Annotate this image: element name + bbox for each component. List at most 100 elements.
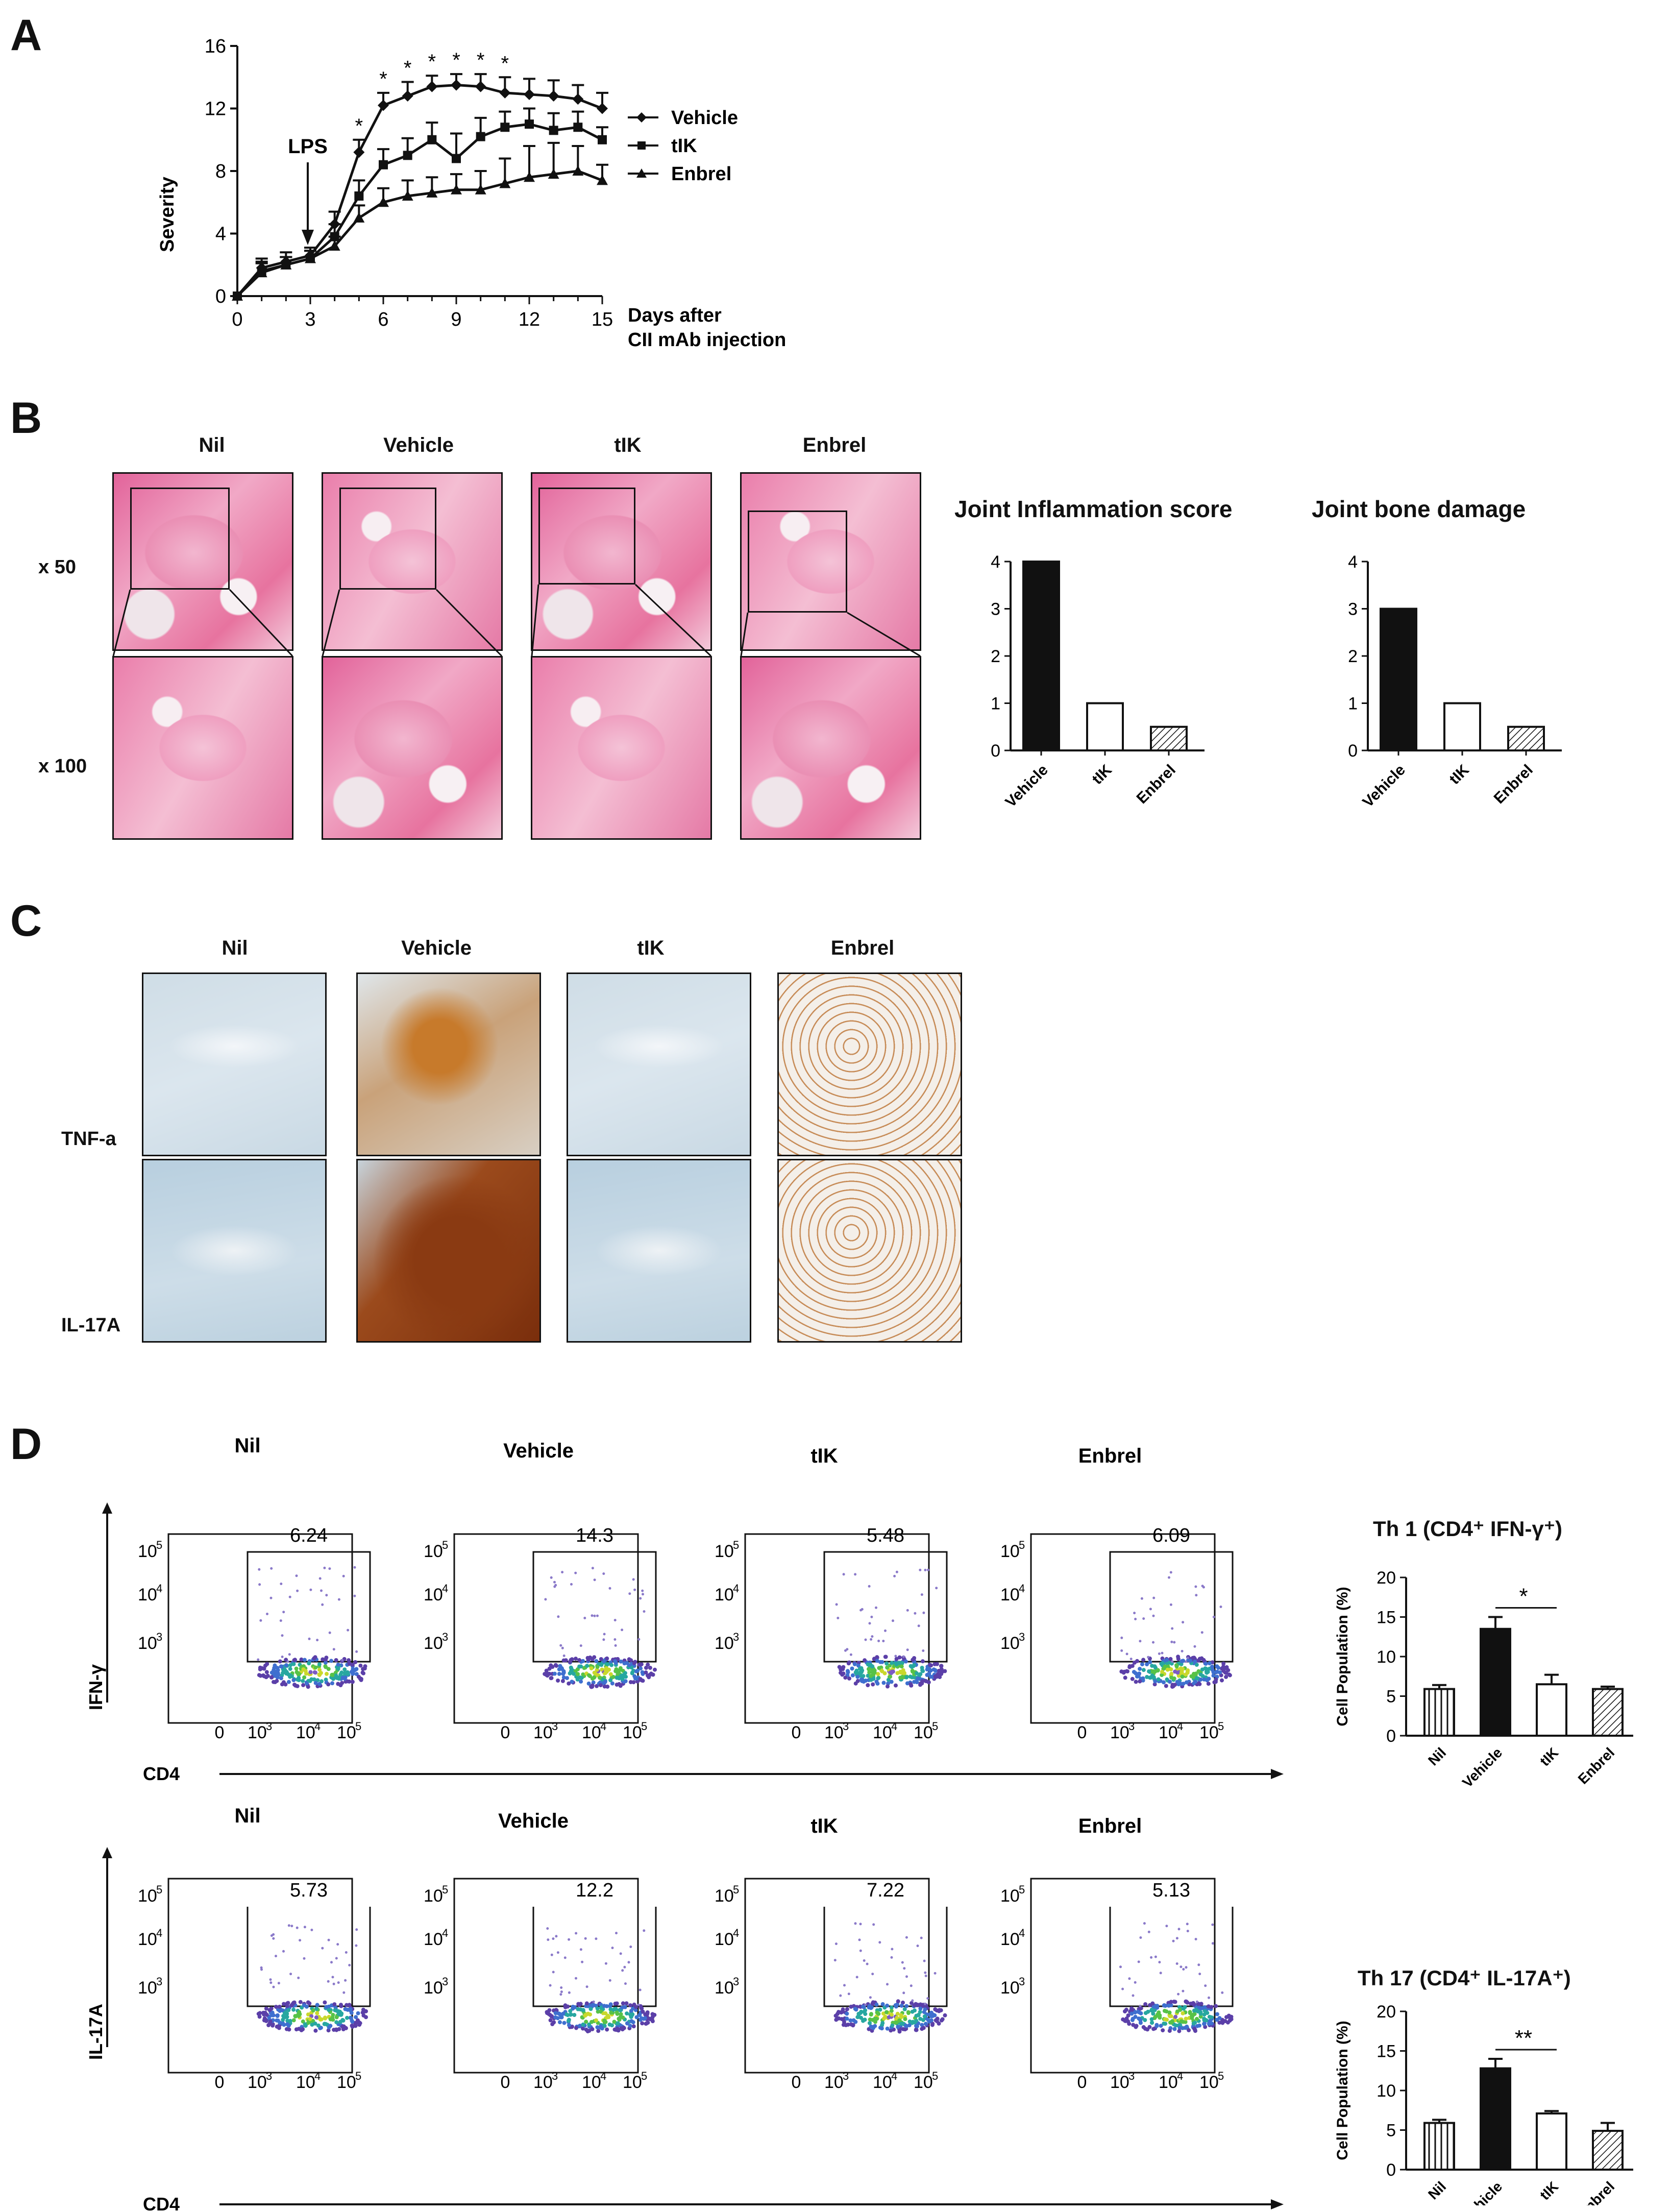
event-dot [1138,1667,1142,1671]
event-dot [874,2016,878,2021]
event-dot [839,1670,843,1675]
event-dot [863,1658,867,1663]
data-point [426,81,438,92]
event-dot [901,1961,904,1964]
event-dot [302,2003,306,2007]
event-dot [350,1663,355,1667]
event-dot [287,1924,290,1927]
event-dot [897,2018,902,2023]
y-tick-exponent: 3 [733,1631,739,1643]
event-dot [353,1660,358,1664]
event-dot [615,1668,620,1673]
event-dot [307,1661,311,1666]
event-dot [553,1663,558,1667]
y-arrowhead [102,1502,112,1514]
event-dot [552,2020,556,2025]
event-dot [281,2017,285,2022]
event-dot [557,1671,561,1676]
event-dot [324,2005,329,2009]
event-dot [578,2007,583,2012]
event-dot [902,2007,907,2011]
event-dot [1161,1661,1165,1666]
event-dot [1170,1640,1173,1643]
event-dot [1148,1660,1152,1664]
event-dot [935,2019,939,2024]
event-dot [286,1680,291,1684]
event-dot [279,1619,282,1622]
histology-vehicle-x100 [322,656,503,840]
event-dot [1193,1660,1197,1664]
event-dot [1221,1991,1224,1994]
event-dot [867,1670,872,1674]
event-dot [1198,1672,1203,1677]
event-dot [364,2015,368,2020]
y-tick-exponent: 3 [156,1631,162,1643]
event-dot [919,1568,922,1571]
event-dot [323,1566,326,1569]
event-dot [344,1979,347,1982]
event-dot [605,2027,609,2032]
event-dot [640,1670,645,1674]
event-dot [886,1678,891,1682]
event-dot [326,1667,331,1671]
event-dot [355,1928,358,1931]
event-dot [555,1935,558,1938]
event-dot [1203,1666,1208,1671]
x-tick-label: 10 [337,2073,356,2092]
event-dot [1141,1668,1146,1672]
event-dot [336,1675,340,1680]
legend-label-vehicle: Vehicle [671,107,738,129]
event-dot [560,1990,563,1994]
event-dot [834,1942,838,1946]
x-tick-exponent: 5 [641,1720,647,1733]
event-dot [1178,1682,1183,1686]
flow-x-axis-label: CD4 [143,2194,180,2212]
event-dot [904,2004,909,2008]
event-dot [332,2028,336,2032]
event-dot [313,1665,318,1670]
y-tick-label: 10 [138,1542,157,1561]
event-dot [633,1588,636,1591]
event-dot [1215,2012,1219,2016]
data-point [524,88,535,100]
y-tick-label: 0 [991,741,1000,761]
event-dot [1120,1649,1123,1652]
x-tick-label: 9 [451,309,461,330]
event-dot [267,2008,272,2012]
data-point [426,187,438,198]
flow-plot-frame [744,1533,930,1724]
y-tick-label: 4 [1348,552,1358,572]
event-dot [1156,1677,1161,1682]
event-dot [924,1569,927,1571]
event-dot [845,2011,849,2016]
event-dot [256,2011,261,2016]
y-tick-label: 3 [991,600,1000,619]
event-dot [627,1961,630,1964]
event-dot [653,1667,657,1672]
event-dot [1211,1923,1214,1926]
event-dot [868,1585,871,1588]
event-dot [864,2003,867,2006]
x-tick-zero: 0 [792,2073,801,2092]
event-dot [313,1670,317,1675]
event-dot [1193,2029,1197,2033]
x-tick-exponent: 4 [600,1720,606,1733]
event-dot [637,1638,641,1641]
event-dot [1162,2003,1167,2007]
event-dot [570,1680,574,1684]
y-tick-label: 10 [1377,2081,1396,2101]
event-dot [849,2022,853,2027]
event-dot [1226,2013,1231,2018]
event-dot [888,1674,893,1679]
event-dot [291,1662,296,1666]
event-dot [849,1653,852,1656]
event-dot [297,2010,302,2014]
event-dot [857,1666,862,1671]
event-dot [1161,2028,1165,2033]
event-dot [1173,2014,1178,2019]
event-dot [1207,1661,1212,1666]
event-dot [924,1975,927,1977]
event-dot [1190,2013,1195,2018]
y-tick-label: 10 [424,1542,443,1561]
event-dot [550,1953,553,1956]
